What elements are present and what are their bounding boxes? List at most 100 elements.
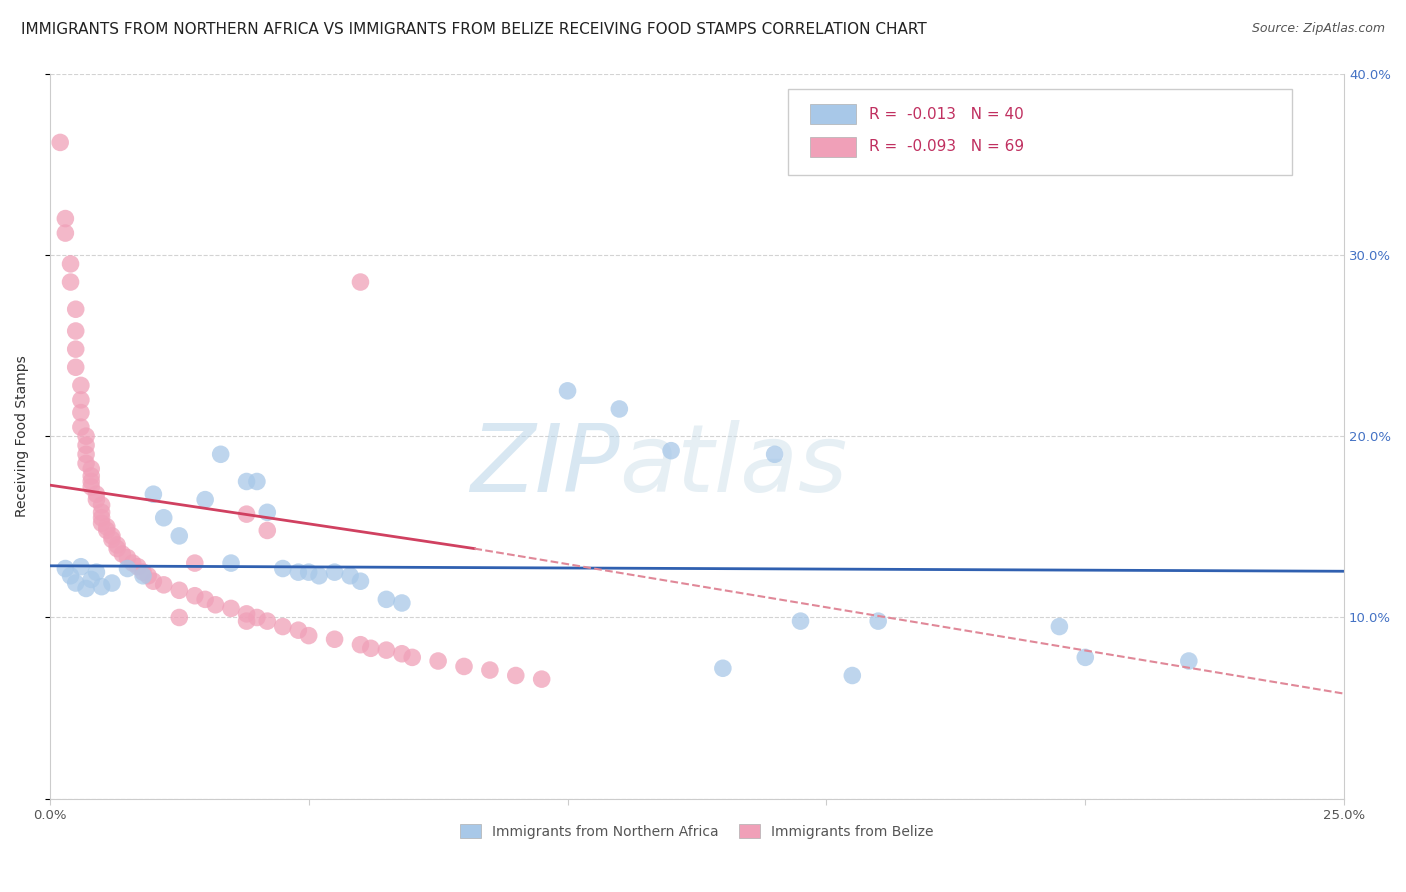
Point [86, 487, 108, 501]
Point [219, 556, 242, 570]
Point [209, 447, 232, 461]
Point [49, 136, 72, 150]
Point [349, 638, 371, 652]
Point [121, 556, 143, 570]
Point [1178, 654, 1201, 668]
Point [59, 275, 82, 289]
Point [75, 456, 97, 470]
Point [323, 632, 346, 647]
Point [789, 614, 811, 628]
Point [117, 550, 139, 565]
Point [256, 505, 278, 519]
Point [90, 510, 112, 524]
Point [308, 568, 330, 582]
Bar [810, 136, 856, 157]
Point [70, 406, 93, 420]
Point [401, 650, 423, 665]
Point [70, 559, 93, 574]
Point [90, 516, 112, 531]
Point [70, 392, 93, 407]
Point [167, 529, 190, 543]
Y-axis label: Receiving Food Stamps: Receiving Food Stamps [15, 355, 30, 517]
Point [1047, 619, 1070, 633]
Point [65, 576, 87, 591]
Point [75, 447, 97, 461]
Point [86, 565, 108, 579]
Point [323, 565, 346, 579]
Point [152, 578, 174, 592]
Point [298, 629, 321, 643]
Point [70, 378, 93, 392]
Legend: Immigrants from Northern Africa, Immigrants from Belize: Immigrants from Northern Africa, Immigra… [454, 818, 939, 844]
Point [90, 498, 112, 512]
Point [184, 556, 207, 570]
Point [105, 541, 128, 556]
Point [607, 401, 630, 416]
Point [59, 257, 82, 271]
Point [65, 324, 87, 338]
Point [349, 275, 371, 289]
Point [505, 668, 527, 682]
Point [101, 529, 124, 543]
Point [53, 561, 76, 575]
Point [53, 226, 76, 240]
Point [427, 654, 450, 668]
Text: R =  -0.093   N = 69: R = -0.093 N = 69 [869, 139, 1024, 154]
Point [219, 601, 242, 615]
Text: Source: ZipAtlas.com: Source: ZipAtlas.com [1251, 22, 1385, 36]
Point [360, 641, 382, 656]
Text: atlas: atlas [619, 419, 848, 511]
Point [659, 443, 682, 458]
Point [152, 510, 174, 524]
Point [204, 598, 226, 612]
Point [80, 475, 103, 489]
Point [235, 614, 257, 628]
Point [65, 342, 87, 356]
Point [194, 492, 217, 507]
Point [339, 568, 361, 582]
Point [75, 429, 97, 443]
FancyBboxPatch shape [787, 89, 1292, 175]
Bar [810, 104, 856, 124]
Point [391, 596, 413, 610]
Point [59, 568, 82, 582]
Point [167, 583, 190, 598]
Point [111, 547, 134, 561]
Point [117, 561, 139, 575]
Point [136, 568, 159, 582]
Point [298, 565, 321, 579]
Point [1074, 650, 1097, 665]
Point [375, 592, 398, 607]
Point [65, 360, 87, 375]
Point [132, 565, 155, 579]
Point [96, 520, 118, 534]
Point [235, 607, 257, 621]
Point [53, 211, 76, 226]
Point [557, 384, 579, 398]
Point [80, 469, 103, 483]
Point [101, 576, 124, 591]
Point [80, 573, 103, 587]
Point [841, 668, 863, 682]
Text: ZIP: ZIP [470, 419, 619, 511]
Point [194, 592, 217, 607]
Point [90, 505, 112, 519]
Text: IMMIGRANTS FROM NORTHERN AFRICA VS IMMIGRANTS FROM BELIZE RECEIVING FOOD STAMPS : IMMIGRANTS FROM NORTHERN AFRICA VS IMMIG… [21, 22, 927, 37]
Point [271, 561, 294, 575]
Point [80, 480, 103, 494]
Point [75, 582, 97, 596]
Point [246, 475, 269, 489]
Point [105, 538, 128, 552]
Point [184, 589, 207, 603]
Point [246, 610, 269, 624]
Point [868, 614, 890, 628]
Point [375, 643, 398, 657]
Point [256, 614, 278, 628]
Point [235, 507, 257, 521]
Point [70, 420, 93, 434]
Point [287, 565, 309, 579]
Point [167, 610, 190, 624]
Point [96, 524, 118, 538]
Point [127, 559, 149, 574]
Point [235, 475, 257, 489]
